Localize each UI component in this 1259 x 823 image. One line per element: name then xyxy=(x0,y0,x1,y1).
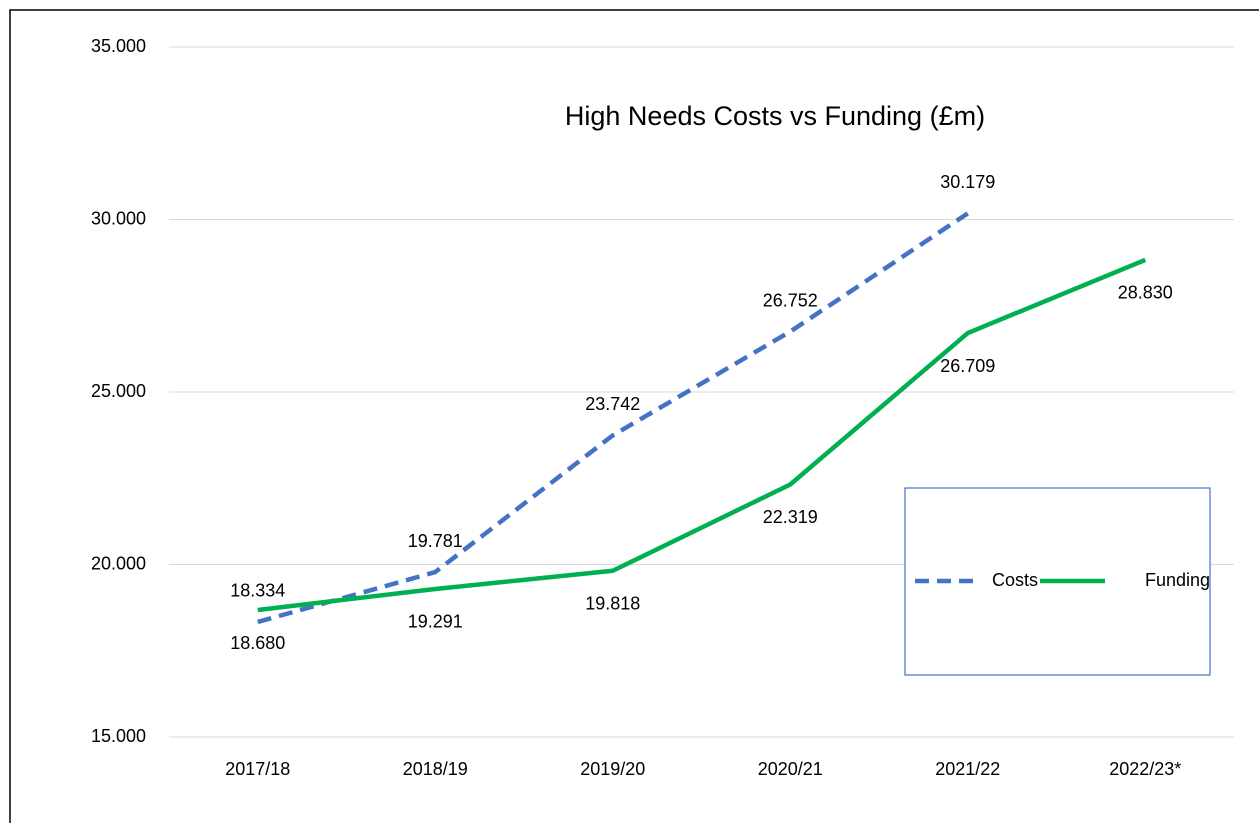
series-line xyxy=(257,257,1147,613)
series-line xyxy=(257,211,969,625)
chart-title: High Needs Costs vs Funding (£m) xyxy=(565,101,985,131)
legend-label: Funding xyxy=(1145,570,1210,590)
y-tick-label: 30.000 xyxy=(91,208,146,228)
x-tick-label: 2020/21 xyxy=(758,759,823,779)
data-label: 30.179 xyxy=(940,172,995,192)
data-label: 22.319 xyxy=(763,507,818,527)
data-label: 26.709 xyxy=(940,356,995,376)
data-label: 23.742 xyxy=(585,394,640,414)
y-tick-label: 15.000 xyxy=(91,726,146,746)
x-tick-label: 2018/19 xyxy=(403,759,468,779)
data-label: 19.291 xyxy=(408,612,463,632)
x-tick-label: 2019/20 xyxy=(580,759,645,779)
data-label: 18.680 xyxy=(230,633,285,653)
data-label: 18.334 xyxy=(230,581,285,601)
y-tick-label: 35.000 xyxy=(91,36,146,56)
x-tick-label: 2017/18 xyxy=(225,759,290,779)
data-label: 19.781 xyxy=(408,531,463,551)
legend-label: Costs xyxy=(992,570,1038,590)
data-label: 26.752 xyxy=(763,290,818,310)
y-tick-label: 20.000 xyxy=(91,553,146,573)
data-label: 28.830 xyxy=(1118,283,1173,303)
data-label: 19.818 xyxy=(585,594,640,614)
x-tick-label: 2022/23* xyxy=(1109,759,1181,779)
x-tick-label: 2021/22 xyxy=(935,759,1000,779)
y-tick-label: 25.000 xyxy=(91,381,146,401)
chart-frame xyxy=(9,9,1259,823)
